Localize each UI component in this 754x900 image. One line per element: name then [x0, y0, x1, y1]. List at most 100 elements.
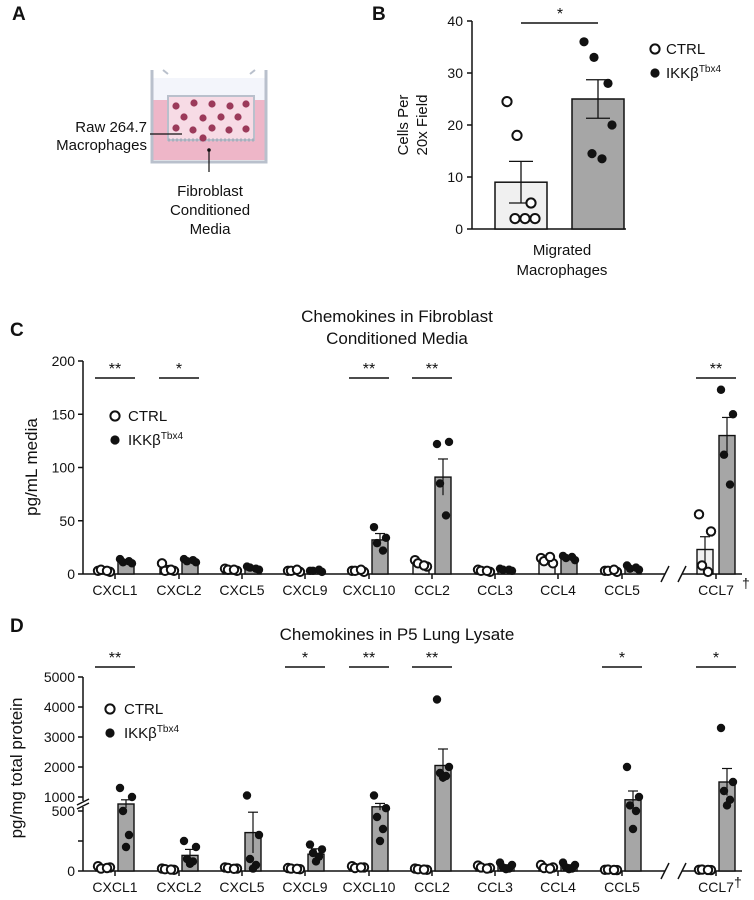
- d-y-tick-label: 500: [52, 803, 76, 819]
- c-point-ikk: [498, 565, 508, 574]
- b-point-ctrl: [525, 197, 537, 209]
- c-category-label: CCL2: [414, 582, 450, 598]
- macrophage-cell: [208, 124, 216, 132]
- d-category-label: CCL3: [477, 879, 513, 895]
- media-label-3: Media: [190, 221, 232, 238]
- c-point-ikk: [725, 480, 735, 489]
- cells-label-2: Macrophages: [56, 137, 147, 154]
- b-bar-ikk: [571, 98, 625, 230]
- c-sig-mark: **: [426, 361, 438, 378]
- transwell-illustration: [150, 69, 268, 172]
- c-legend-ikk-marker: [110, 435, 120, 445]
- b-xlabel-2: Macrophages: [517, 262, 608, 279]
- c-point-ikk: [251, 564, 261, 573]
- d-point-ctrl: [544, 863, 556, 874]
- d-y-tick-label: 3000: [44, 729, 75, 745]
- panel-b-chart: Cells Per 20x Field Migrated Macrophages…: [395, 6, 626, 279]
- c-point-ctrl: [228, 564, 240, 575]
- d-point-ikk: [722, 801, 732, 810]
- d-axis-break: [660, 862, 670, 880]
- d-point-ikk: [115, 783, 125, 793]
- c-legend-ctrl-marker: [109, 410, 121, 422]
- d-point-ctrl: [355, 862, 367, 873]
- d-point-ikk: [444, 762, 454, 772]
- panel-label-b: B: [372, 4, 386, 25]
- b-y-tick-label: 0: [455, 221, 463, 237]
- d-point-ikk: [716, 723, 726, 733]
- d-y-tick-label: 4000: [44, 699, 75, 715]
- d-category-label: CXCL1: [92, 879, 137, 895]
- b-legend: CTRL IKKβTbx4: [649, 41, 721, 82]
- d-point-ctrl: [418, 864, 430, 875]
- macrophage-cell: [226, 102, 234, 110]
- d-point-ikk: [631, 806, 641, 816]
- c-point-ctrl: [418, 560, 430, 571]
- d-point-ikk: [127, 792, 137, 802]
- b-y-tick-label: 20: [447, 117, 463, 133]
- macrophage-cell: [199, 114, 207, 122]
- b-point-ikk: [607, 120, 617, 130]
- c-title-2: Conditioned Media: [326, 329, 468, 348]
- d-point-ikk: [564, 865, 574, 874]
- insert-rim: [162, 69, 256, 75]
- c-category-label: CXCL9: [282, 582, 327, 598]
- c-axis-break: [677, 565, 687, 583]
- d-ylabel: pg/mg total protein: [7, 698, 26, 839]
- c-point-ikk: [444, 437, 454, 447]
- b-ylabel: Cells Per: [395, 95, 412, 156]
- d-sig-mark: *: [302, 650, 308, 667]
- c-sig-mark: **: [710, 361, 722, 378]
- d-axis-break: [677, 862, 687, 880]
- c-point-ctrl: [481, 565, 493, 577]
- d-category-label: CCL4: [540, 879, 576, 895]
- c-point-ctrl: [101, 565, 113, 577]
- b-y-tick-label: 10: [447, 169, 463, 185]
- d-point-ctrl: [165, 864, 177, 875]
- b-y-tick-label: 30: [447, 65, 463, 81]
- b-point-ikk: [579, 37, 589, 47]
- c-legend-ikk-base: IKKβ: [128, 432, 161, 449]
- d-y-tick-label: 0: [67, 863, 75, 879]
- d-legend-ikk-label: IKKβTbx4: [124, 724, 179, 742]
- d-point-ctrl: [291, 863, 303, 875]
- d-category-label: CXCL5: [219, 879, 264, 895]
- d-point-ikk: [311, 857, 321, 866]
- d-category-label: CXCL2: [156, 879, 201, 895]
- c-point-ctrl: [291, 564, 303, 575]
- d-point-ikk: [634, 792, 644, 802]
- d-point-ikk: [438, 773, 448, 782]
- c-legend: CTRL IKKβTbx4: [109, 408, 183, 449]
- d-point-ikk: [118, 806, 128, 816]
- c-category-label: CXCL5: [219, 582, 264, 598]
- d-sig-mark: **: [426, 650, 438, 667]
- d-point-ikk: [248, 864, 258, 873]
- c-point-ikk: [188, 555, 198, 565]
- c-point-ctrl: [355, 564, 367, 575]
- b-ylabel-2: 20x Field: [414, 95, 431, 156]
- c-point-ikk: [124, 557, 134, 566]
- c-point-ctrl: [696, 560, 708, 571]
- b-point-ctrl: [511, 129, 523, 141]
- d-y-tick-label: 2000: [44, 759, 75, 775]
- b-y-tick-label: 40: [447, 13, 463, 29]
- c-category-label: CXCL1: [92, 582, 137, 598]
- cells-label: Raw 264.7: [75, 119, 147, 136]
- d-sig-mark: *: [619, 650, 625, 667]
- c-point-ikk: [432, 439, 442, 449]
- d-category-label: CCL2: [414, 879, 450, 895]
- d-point-ikk: [622, 762, 632, 772]
- d-point-ctrl: [702, 864, 714, 876]
- c-title: Chemokines in Fibroblast: [301, 307, 493, 326]
- d-point-ikk: [317, 845, 327, 854]
- c-sig-mark: **: [109, 361, 121, 378]
- c-point-ikk: [504, 565, 514, 574]
- macrophage-cell: [180, 113, 188, 121]
- d-category-label: CCL5: [604, 879, 640, 895]
- c-point-ikk: [435, 479, 445, 488]
- c-y-tick-label: 150: [52, 406, 76, 422]
- d-point-ikk: [305, 840, 315, 849]
- macrophage-cells: [172, 99, 250, 142]
- legend-ctrl-marker: [649, 43, 661, 55]
- c-point-ikk: [728, 410, 738, 419]
- c-axis-break: [660, 565, 670, 583]
